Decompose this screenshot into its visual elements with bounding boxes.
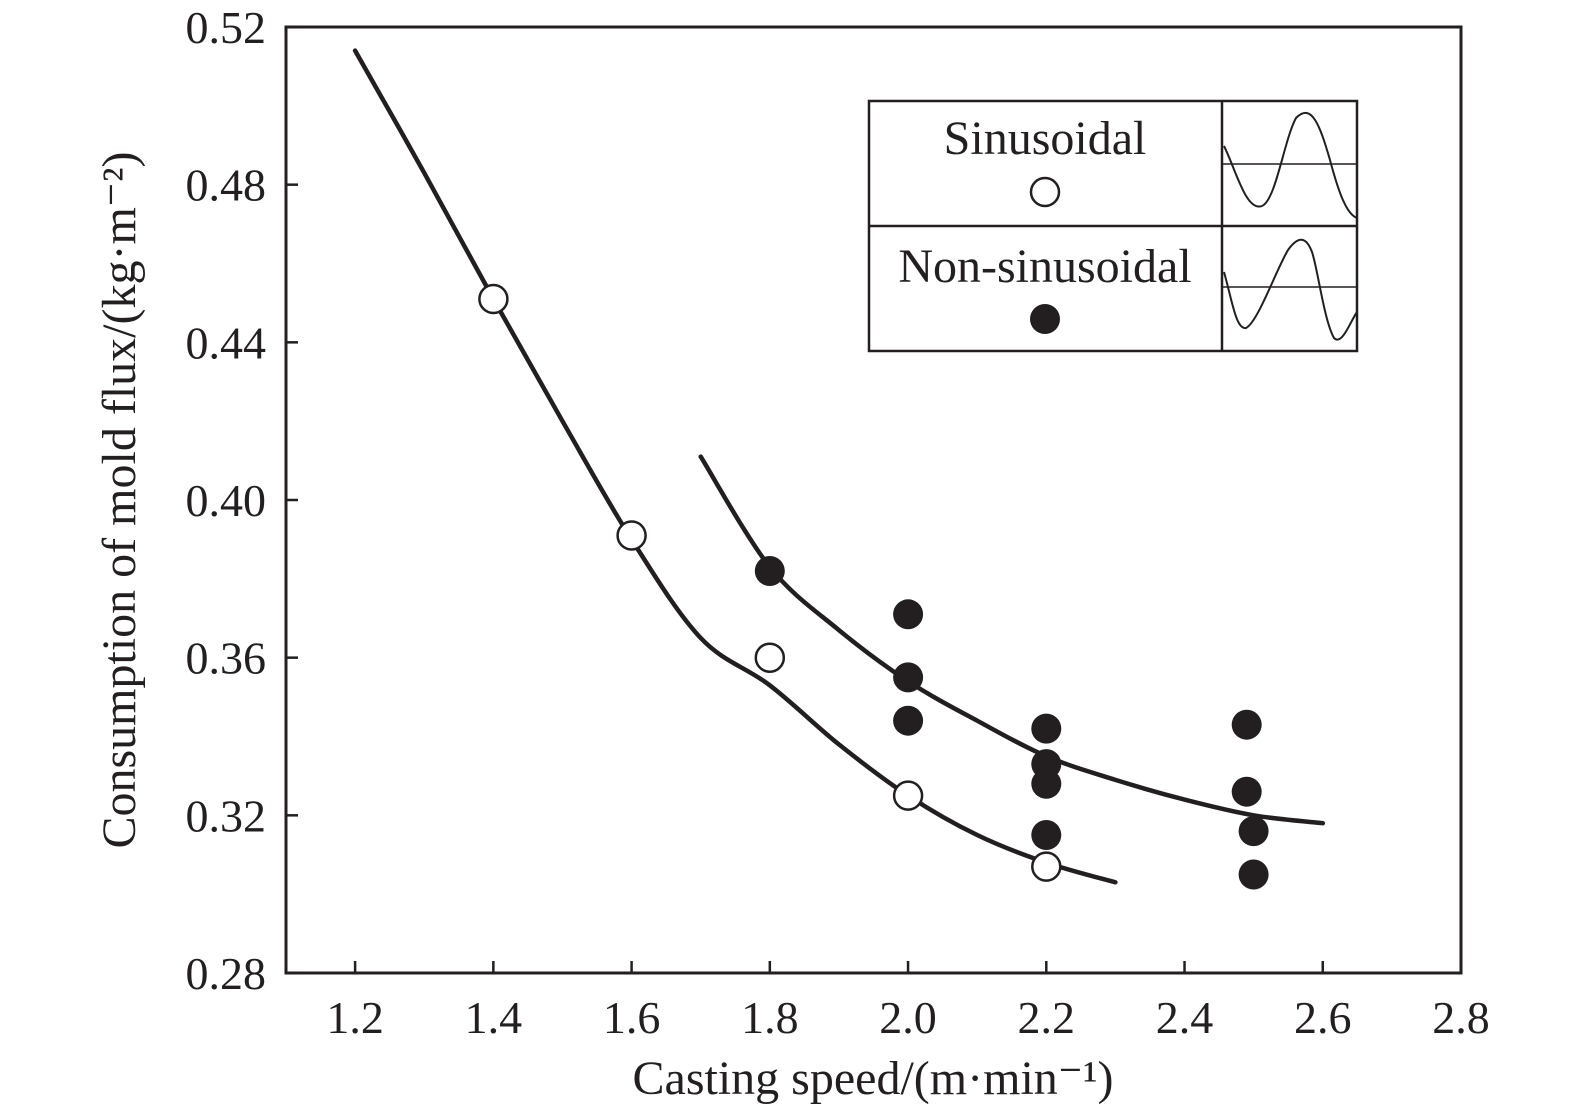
y-axis: 0.28 0.32 0.36 0.40 0.44 0.48 0.52 [186,2,298,999]
data-point-non-sinusoidal [1231,709,1262,740]
y-tick-label: 0.32 [186,790,267,841]
y-tick-label: 0.28 [186,948,267,999]
data-point-sinusoidal [616,520,647,551]
y-tick-label: 0.48 [186,160,267,211]
x-tick-label: 1.8 [741,992,799,1043]
legend-waveform-non-sinusoidal-icon [1223,238,1358,341]
data-point-non-sinusoidal [1031,820,1062,850]
x-tick-label: 1.2 [326,992,384,1043]
data-point-non-sinusoidal [1031,768,1062,799]
y-tick-label: 0.44 [186,317,267,368]
legend: Sinusoidal Non-sinusoidal [867,99,1359,353]
data-point-non-sinusoidal [1231,776,1262,807]
x-tick-label: 2.8 [1432,992,1490,1043]
y-axis-title: Consumption of mold flux/(kg·m⁻²) [93,151,146,848]
x-tick-label: 2.6 [1294,992,1352,1043]
fit-curve-non-sinusoidal [698,454,1326,826]
legend-label-non-sinusoidal: Non-sinusoidal [898,240,1191,293]
data-point-sinusoidal [1031,851,1062,882]
y-tick-label: 0.36 [186,633,267,684]
data-point-non-sinusoidal [754,556,785,586]
fit-curves [352,48,1326,885]
x-tick-label: 1.6 [603,992,661,1043]
data-point-non-sinusoidal [893,662,924,693]
x-axis-title: Casting speed/(m·min⁻¹) [633,1052,1114,1105]
x-tick-label: 2.4 [1156,992,1214,1043]
x-tick-label: 1.4 [465,992,523,1043]
data-point-non-sinusoidal [893,705,924,736]
x-tick-label: 2.2 [1018,992,1076,1043]
data-point-non-sinusoidal [1238,859,1269,890]
x-tick-label: 2.0 [879,992,937,1043]
fit-curve-sinusoidal [352,48,1118,885]
legend-marker-sinusoidal [1029,176,1061,208]
x-axis: 1.2 1.4 1.6 1.8 2.0 2.2 2.4 2.6 2.8 [326,961,1490,1043]
legend-marker-non-sinusoidal [1030,304,1060,334]
data-point-non-sinusoidal [1031,713,1062,744]
y-tick-label: 0.52 [186,2,267,53]
legend-label-sinusoidal: Sinusoidal [944,112,1147,165]
data-point-non-sinusoidal [1238,816,1269,847]
y-tick-label: 0.40 [186,475,267,526]
data-points [478,283,1269,890]
legend-waveform-sinusoidal-icon [1223,111,1358,219]
data-point-sinusoidal [892,780,924,811]
data-point-sinusoidal [478,283,509,315]
data-point-sinusoidal [754,642,786,673]
data-point-non-sinusoidal [893,599,924,630]
